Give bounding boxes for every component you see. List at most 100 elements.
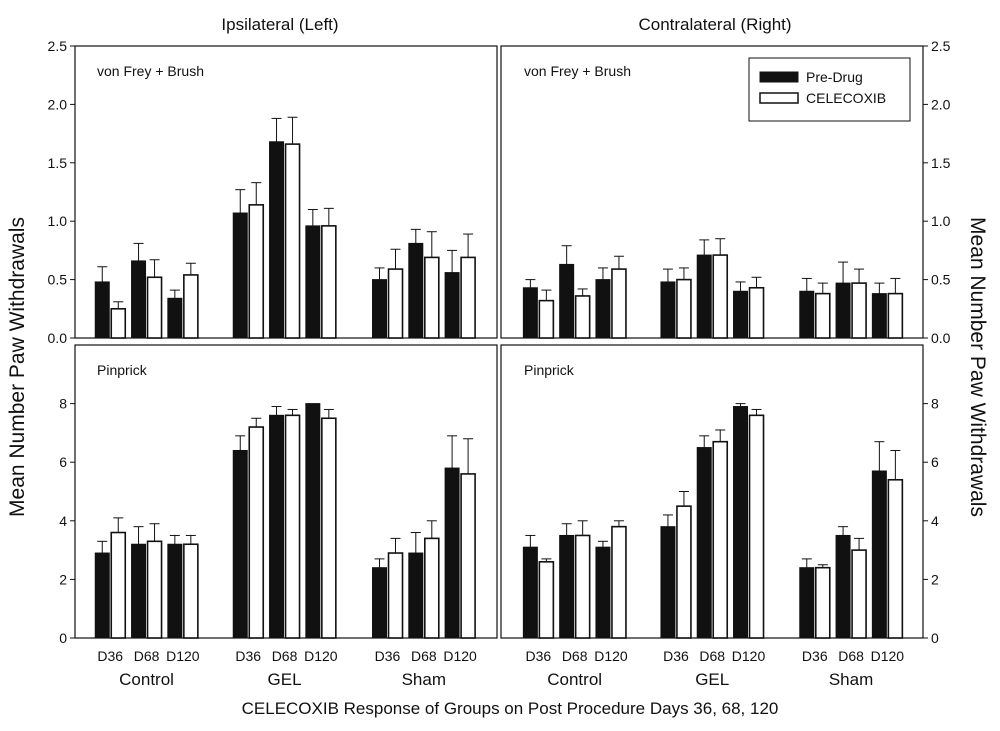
x-tick-label-gel-d68: D68	[699, 648, 725, 664]
bar-celecoxib-gel-d120	[748, 286, 765, 339]
bar-pre-drug-control-d68	[559, 263, 575, 339]
y-tick-label: 2.0	[931, 96, 951, 112]
bar-pre-drug-control-d120	[167, 543, 183, 639]
y-tick-label: 1.0	[931, 213, 951, 229]
panel-annotation: von Frey + Brush	[97, 63, 204, 79]
bar-celecoxib-gel-d68	[712, 440, 729, 639]
bar-pre-drug-sham-d120	[444, 467, 460, 639]
bar-celecoxib-gel-d68	[284, 414, 301, 639]
bar-pre-drug-control-d36	[522, 546, 538, 639]
legend-label-pre-drug: Pre-Drug	[806, 69, 863, 85]
bar-pre-drug-control-d120	[167, 297, 183, 339]
x-tick-label-control-d68: D68	[134, 648, 160, 664]
bar-celecoxib-sham-d36	[387, 552, 404, 639]
bar-celecoxib-sham-d36	[387, 268, 404, 339]
y-tick-label: 2.5	[48, 38, 68, 54]
bar-celecoxib-sham-d68	[851, 549, 867, 639]
bar-celecoxib-sham-d68	[424, 537, 440, 639]
bar-celecoxib-gel-d68	[712, 254, 729, 339]
y-tick-label: 0	[931, 630, 939, 646]
y-tick-label: 1.5	[931, 155, 951, 171]
y-tick-label: 6	[59, 454, 67, 470]
x-tick-label-gel-d36: D36	[663, 648, 689, 664]
bar-pre-drug-gel-d36	[232, 449, 248, 639]
x-tick-label-sham-d36: D36	[802, 648, 828, 664]
bar-celecoxib-gel-d36	[676, 278, 692, 339]
bar-pre-drug-sham-d68	[408, 552, 424, 639]
group-label-control: Control	[547, 670, 602, 689]
panel-lower-right: Pinprick 0 2 4 6 8 D36 D68 D120 Control D36 D68 D120…	[500, 344, 939, 689]
bar-celecoxib-gel-d36	[676, 505, 692, 639]
bar-pre-drug-gel-d120	[305, 225, 321, 339]
x-tick-label-sham-d36: D36	[375, 648, 401, 664]
bar-pre-drug-gel-d120	[733, 406, 749, 639]
right-column-title: Contralateral (Right)	[638, 15, 791, 34]
bar-celecoxib-sham-d36	[814, 566, 831, 639]
y-tick-label: 0.5	[48, 272, 68, 288]
y-tick-label: 1.5	[48, 155, 68, 171]
bar-celecoxib-control-d68	[146, 540, 163, 639]
y-tick-label: 0.0	[48, 330, 68, 346]
legend-label-celecoxib: CELECOXIB	[806, 90, 886, 106]
bar-celecoxib-gel-d36	[248, 426, 265, 639]
bar-pre-drug-sham-d68	[835, 282, 851, 339]
bar-celecoxib-sham-d120	[460, 256, 476, 339]
bar-pre-drug-sham-d68	[835, 534, 851, 639]
x-tick-label-control-d120: D120	[594, 648, 628, 664]
bar-pre-drug-control-d36	[94, 552, 110, 639]
bar-pre-drug-control-d36	[94, 281, 110, 339]
left-column-title: Ipsilateral (Left)	[221, 15, 338, 34]
bar-pre-drug-sham-d36	[799, 567, 815, 639]
bar-pre-drug-sham-d120	[871, 293, 887, 339]
bar-celecoxib-control-d36	[110, 307, 127, 339]
panel-upper-right: von Frey + Brush 0.0 0.5 1.0 1.5 2.0 2.5	[500, 38, 951, 346]
bar-celecoxib-sham-d68	[424, 256, 440, 339]
bar-pre-drug-gel-d68	[269, 414, 285, 639]
y-tick-label: 2.5	[931, 38, 951, 54]
x-tick-label-control-d68: D68	[562, 648, 588, 664]
y-tick-label: 0	[59, 630, 67, 646]
y-tick-label: 8	[931, 396, 939, 412]
y-tick-label: 2.0	[48, 96, 68, 112]
bar-celecoxib-sham-d68	[851, 282, 867, 339]
x-tick-label-gel-d68: D68	[272, 648, 298, 664]
group-label-gel: GEL	[695, 670, 729, 689]
panel-annotation: Pinprick	[524, 362, 575, 378]
bar-pre-drug-sham-d36	[372, 567, 388, 639]
bar-pre-drug-gel-d68	[696, 447, 712, 639]
bar-pre-drug-control-d68	[559, 534, 575, 639]
x-tick-label-gel-d120: D120	[732, 648, 766, 664]
group-label-sham: Sham	[829, 670, 873, 689]
x-tick-label-sham-d68: D68	[838, 648, 864, 664]
bar-celecoxib-sham-d36	[814, 292, 831, 339]
x-axis-label: CELECOXIB Response of Groups on Post Pro…	[242, 699, 779, 718]
bar-celecoxib-sham-d120	[460, 473, 476, 639]
bar-celecoxib-gel-d36	[248, 204, 265, 339]
bar-pre-drug-gel-d36	[232, 212, 248, 339]
bar-celecoxib-control-d120	[183, 274, 199, 339]
bar-pre-drug-gel-d120	[305, 403, 321, 639]
y-tick-label: 0.0	[931, 330, 951, 346]
legend-box	[748, 57, 911, 122]
legend-swatch-celecoxib	[759, 92, 799, 104]
bar-celecoxib-sham-d120	[887, 292, 904, 339]
y-tick-label: 8	[59, 396, 67, 412]
y-tick-label: 4	[59, 513, 67, 529]
bar-celecoxib-sham-d120	[887, 478, 904, 639]
bar-pre-drug-control-d68	[131, 260, 147, 339]
panel-annotation: Pinprick	[97, 362, 148, 378]
bar-pre-drug-gel-d36	[660, 526, 676, 639]
bar-celecoxib-control-d68	[146, 276, 163, 339]
y-tick-label: 2	[59, 571, 67, 587]
x-tick-label-sham-d120: D120	[443, 648, 477, 664]
bar-celecoxib-gel-d120	[321, 417, 337, 639]
x-tick-label-sham-d68: D68	[411, 648, 437, 664]
bar-celecoxib-control-d120	[611, 268, 627, 339]
panel-frame	[500, 344, 924, 639]
x-tick-label-control-d36: D36	[97, 648, 123, 664]
x-tick-label-gel-d120: D120	[304, 648, 338, 664]
bar-pre-drug-sham-d68	[408, 242, 424, 339]
y-tick-label: 2	[931, 571, 939, 587]
y-tick-label: 6	[931, 454, 939, 470]
